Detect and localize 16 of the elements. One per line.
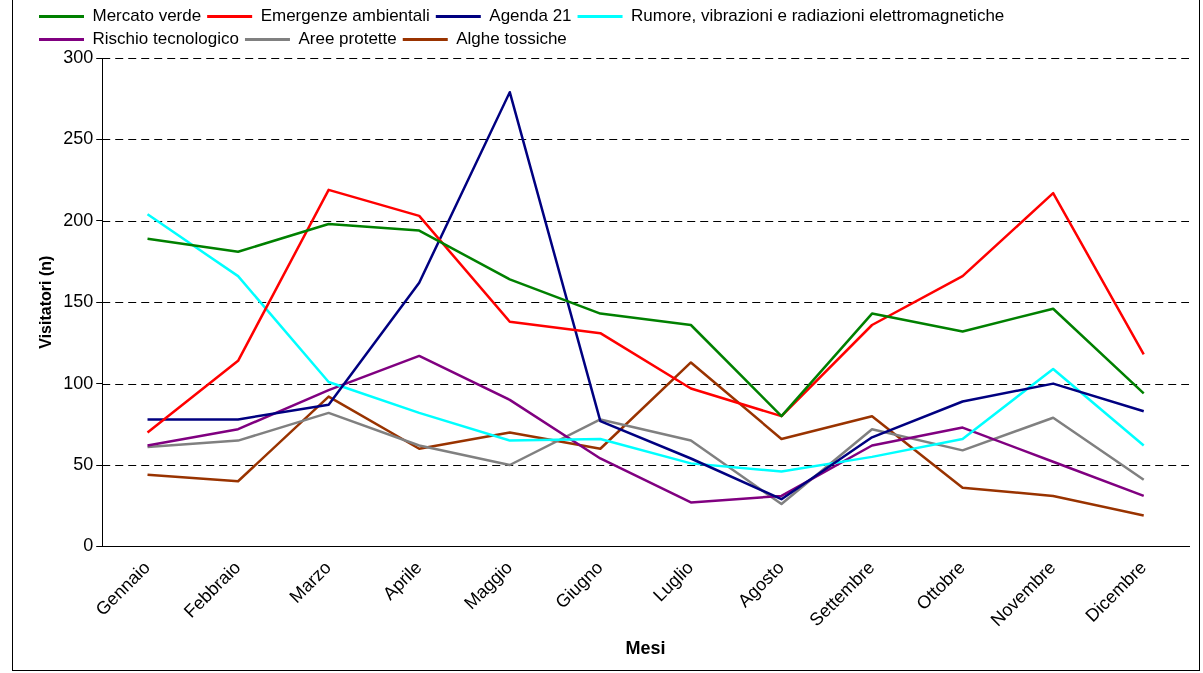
legend-label: Emergenze ambientali (260, 6, 430, 26)
legend-label: Mercato verde (92, 6, 202, 26)
y-tick-label: 100 (63, 372, 94, 393)
y-tick-label: 50 (73, 453, 94, 474)
legend-label: Rumore, vibrazioni e radiazioni elettromagnetiche (631, 6, 1005, 26)
y-tick-label: 150 (63, 291, 94, 312)
legend-label: Aree protette (298, 29, 397, 49)
legend-label: Rischio tecnologico (92, 29, 239, 49)
y-tick-label: 0 (83, 535, 94, 556)
x-axis-title: Mesi (625, 638, 666, 659)
legend-label: Alghe tossiche (456, 29, 567, 49)
y-tick-label: 300 (63, 46, 94, 67)
y-tick-label: 200 (63, 209, 94, 230)
y-tick-label: 250 (63, 128, 94, 149)
y-axis-title: Visitatori (n) (37, 255, 55, 349)
legend-label: Agenda 21 (489, 6, 572, 26)
